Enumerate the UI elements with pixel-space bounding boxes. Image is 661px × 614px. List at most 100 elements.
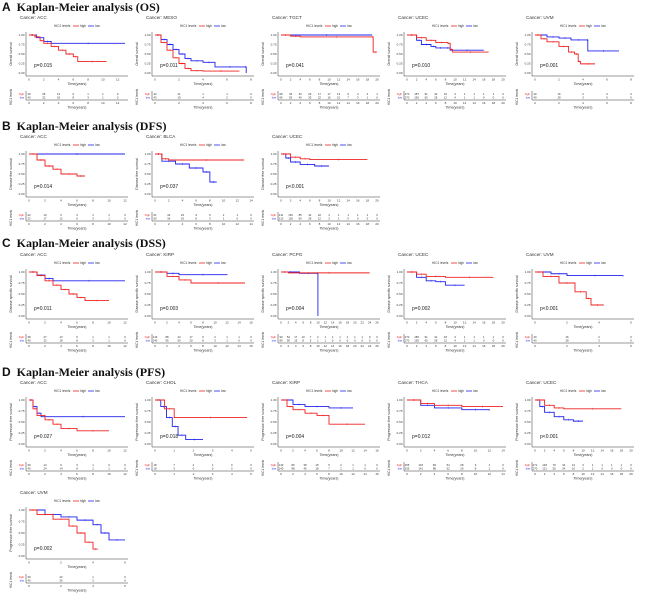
x-tick-label: 0	[534, 78, 536, 82]
y-tick-label: 0.00	[397, 442, 403, 446]
risk-x-tick-label: 0	[28, 101, 30, 105]
legend-low-label: low	[473, 389, 478, 393]
risk-count-low: 88	[433, 467, 437, 471]
risk-x-axis-title: Time(years)	[319, 106, 338, 110]
risk-count-low: 8	[475, 467, 477, 471]
risk-row-high-label: high	[271, 92, 277, 96]
x-tick-label: 8	[87, 78, 89, 82]
km-panel-a-acc: Cancer: ACC HIC1 levels high low 0.00 0.25 0.5…	[6, 12, 134, 131]
p-value: p<0.001	[286, 184, 304, 190]
risk-count-high: 0	[250, 463, 252, 467]
risk-count-low: 28	[565, 339, 569, 343]
legend-high-label: high	[206, 261, 212, 265]
x-tick-label: 4	[425, 78, 427, 82]
x-tick-label: 8	[202, 321, 204, 325]
legend-title: HIC1 levels	[180, 261, 197, 265]
risk-x-tick-label: 4	[299, 222, 301, 226]
risk-x-tick-label: 2	[166, 344, 168, 348]
risk-count-high: 270	[405, 92, 410, 96]
risk-count-low: 1	[223, 217, 225, 221]
risk-x-axis-title: Time(years)	[573, 349, 592, 353]
x-tick-label: 6	[76, 199, 78, 203]
p-value: p=0.011	[34, 306, 52, 312]
legend-high-label: high	[80, 143, 86, 147]
x-tick-label: 2	[290, 199, 292, 203]
risk-count-high: 40	[533, 92, 537, 96]
risk-row-high-label: high	[145, 335, 151, 339]
x-tick-label: 10	[453, 78, 457, 82]
p-value: p=0.027	[34, 434, 52, 440]
risk-x-tick-label: 14	[363, 472, 367, 476]
legend-high-label: high	[206, 24, 212, 28]
risk-x-tick-label: 4	[299, 101, 301, 105]
y-tick-label: 0.25	[19, 543, 25, 547]
legend-title: HIC1 levels	[54, 389, 71, 393]
x-axis-title: Time(years)	[67, 453, 86, 457]
x-tick-label: 0	[280, 199, 282, 203]
x-tick-label: 20	[375, 199, 379, 203]
risk-x-tick-label: 18	[620, 472, 624, 476]
risk-count-high: 2	[598, 335, 600, 339]
risk-count-low: 1	[226, 339, 228, 343]
risk-count-low: 0	[124, 467, 126, 471]
y-tick-label: 0.50	[271, 292, 277, 296]
risk-row-low-label: low	[526, 339, 531, 343]
risk-count-low: 24	[562, 467, 566, 471]
risk-x-tick-label: 8	[92, 472, 94, 476]
risk-count-high: 40	[533, 335, 537, 339]
legend: HIC1 levels high low	[560, 24, 606, 28]
risk-x-tick-label: 2	[193, 472, 195, 476]
risk-x-tick-label: 14	[347, 101, 351, 105]
x-tick-label: 2	[168, 199, 170, 203]
risk-x-tick-label: 6	[76, 472, 78, 476]
x-tick-label: 10	[339, 449, 343, 453]
risk-count-high: 1	[226, 92, 228, 96]
x-tick-label: 6	[447, 449, 449, 453]
y-axis-title: Disease specific survival	[387, 275, 391, 312]
legend: HIC1 levels high low	[432, 261, 478, 265]
risk-count-low: 28	[557, 96, 561, 100]
x-tick-label: 14	[347, 199, 351, 203]
risk-count-low: 0	[332, 339, 334, 343]
risk-count-high: 1	[92, 335, 94, 339]
risk-count-low: 19	[181, 217, 185, 221]
risk-count-low: 270	[405, 96, 410, 100]
x-tick-label: 6	[302, 321, 304, 325]
cancer-label: Cancer: UVM	[526, 15, 554, 20]
x-tick-label: 14	[473, 321, 477, 325]
risk-count-high: 16	[565, 335, 569, 339]
risk-x-tick-label: 4	[58, 101, 60, 105]
legend-low-label: low	[95, 499, 100, 503]
survival-curve-low	[281, 399, 353, 409]
risk-count-high: 1	[325, 335, 327, 339]
risk-count-high: 1	[108, 335, 110, 339]
cancer-label: Cancer: ACC	[20, 15, 47, 20]
risk-count-high: 2	[193, 463, 195, 467]
legend-high-label: high	[80, 24, 86, 28]
risk-x-tick-label: 18	[492, 101, 496, 105]
risk-count-low: 45	[303, 467, 307, 471]
risk-count-high: 2	[317, 335, 319, 339]
risk-count-low: 12	[59, 217, 63, 221]
risk-table-label: HIC1 levels	[387, 88, 391, 105]
risk-x-tick-label: 18	[346, 344, 350, 348]
x-axis-title: Time(years)	[193, 453, 212, 457]
risk-count-high: 9	[60, 463, 62, 467]
x-tick-label: 20	[629, 449, 633, 453]
x-tick-label: 6	[76, 321, 78, 325]
risk-count-high: 1	[483, 335, 485, 339]
risk-count-low: 4	[202, 96, 204, 100]
legend-high-label: high	[332, 143, 338, 147]
x-tick-label: 2	[558, 78, 560, 82]
y-axis-title: Progression free survival	[135, 403, 139, 441]
x-tick-label: 0	[280, 321, 282, 325]
risk-x-tick-label: 20	[375, 222, 379, 226]
risk-count-high: 38	[303, 463, 307, 467]
x-tick-label: 12	[463, 78, 467, 82]
risk-count-high: 1	[621, 463, 623, 467]
survival-curve-low	[535, 271, 624, 277]
km-panel-d-ucec: Cancer: UCEC HIC1 levels high low 0.00 0.25 0.…	[512, 377, 640, 502]
cancer-label: Cancer: UCEC	[398, 252, 429, 257]
km-panel-b-acc: Cancer: ACC HIC1 levels high low 0.00 0.25 0.5…	[6, 131, 134, 252]
legend: HIC1 levels high low	[432, 24, 478, 28]
